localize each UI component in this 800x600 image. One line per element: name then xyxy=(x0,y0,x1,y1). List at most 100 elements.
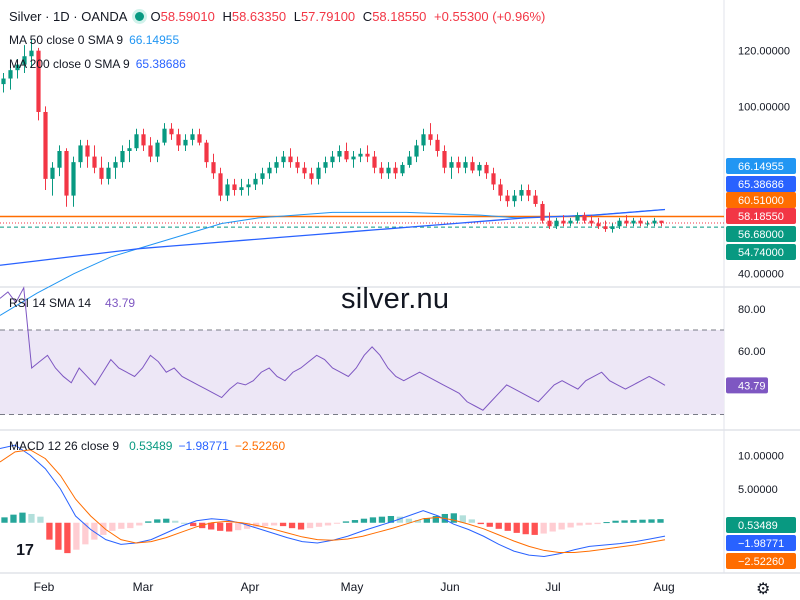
rsi-band xyxy=(0,330,724,415)
candle-body xyxy=(43,111,48,179)
market-status-icon[interactable] xyxy=(135,12,145,21)
price-value-label: 65.38686 xyxy=(738,179,784,191)
ma50-legend[interactable]: MA 50 close 0 SMA 9 66.14955 xyxy=(9,33,179,47)
candle-body xyxy=(295,162,300,168)
candle-body xyxy=(211,162,216,174)
candle-body xyxy=(498,184,503,196)
price-tick-label: 40.00000 xyxy=(738,269,784,281)
ma200-legend[interactable]: MA 200 close 0 SMA 9 65.38686 xyxy=(9,57,186,71)
candle-body xyxy=(281,156,286,163)
macd-value-label: −1.98771 xyxy=(738,538,784,550)
candle-body xyxy=(519,190,524,196)
macd-histogram-bar xyxy=(432,516,439,523)
candle-body xyxy=(64,151,69,196)
macd-histogram-bar xyxy=(297,522,305,530)
ma200-line xyxy=(0,208,666,266)
macd-histogram-bar xyxy=(55,522,62,550)
candle-body xyxy=(491,173,496,185)
ma50-value: 66.14955 xyxy=(129,33,180,47)
month-tick-label: Aug xyxy=(653,580,674,594)
candle-body xyxy=(428,134,433,140)
candle-body xyxy=(120,151,125,163)
macd-histogram-bar xyxy=(630,520,637,523)
macd-histogram-bar xyxy=(423,518,431,523)
candle-body xyxy=(365,153,370,157)
candle-body xyxy=(106,167,111,179)
month-tick-label: May xyxy=(341,580,364,594)
macd-histogram-bar xyxy=(261,522,269,527)
price-value-badge xyxy=(726,192,796,208)
macd-value-badge xyxy=(726,553,796,569)
macd-histogram-bar xyxy=(369,517,377,523)
macd-histogram-bar xyxy=(540,522,547,534)
macd-histogram-bar xyxy=(612,520,619,523)
macd-histogram-bar xyxy=(405,518,413,523)
symbol-title[interactable]: Silver · 1D · OANDA xyxy=(9,9,128,24)
macd-histogram-bar xyxy=(639,519,646,523)
candle-body xyxy=(456,162,461,168)
candle-body xyxy=(274,162,279,168)
ma200-label: MA 200 close 0 SMA 9 xyxy=(9,57,130,71)
month-tick-label: Mar xyxy=(133,580,154,594)
macd-histogram-bar xyxy=(567,522,574,528)
candle-body xyxy=(134,134,139,149)
close-label: C xyxy=(362,9,373,24)
macd-histogram-bar xyxy=(279,522,287,527)
macd-histogram-bar xyxy=(513,522,520,533)
candle-body xyxy=(659,220,664,223)
macd-value-3: −2.52260 xyxy=(234,439,286,453)
price-value-badge xyxy=(726,158,796,174)
rsi-tick-label: 60.00 xyxy=(738,346,766,358)
macd-histogram-bar xyxy=(109,522,116,531)
candle-body xyxy=(463,162,468,168)
macd-value-label: 0.53489 xyxy=(738,520,778,532)
candle-body xyxy=(603,226,608,230)
candle-body xyxy=(232,184,237,191)
candle-body xyxy=(568,220,573,224)
gear-icon[interactable]: ⚙ xyxy=(756,581,771,598)
symbol-header: Silver · 1D · OANDA O58.59010 H58.63350 L… xyxy=(9,9,549,24)
rsi-label: RSI 14 SMA 14 xyxy=(9,296,92,310)
price-value-label: 66.14955 xyxy=(738,161,784,173)
macd-histogram-bar xyxy=(10,514,17,523)
macd-histogram-bar xyxy=(252,522,260,527)
candle-body xyxy=(22,56,27,65)
macd-histogram-bar xyxy=(127,522,134,529)
macd-tick-label: 5.00000 xyxy=(738,484,778,496)
open-label: O xyxy=(150,9,161,24)
macd-histogram-bar xyxy=(657,519,664,523)
macd-histogram-bar xyxy=(576,522,583,526)
candle-body xyxy=(50,167,55,179)
candle-body xyxy=(204,142,209,163)
month-tick-label: Apr xyxy=(241,580,260,594)
rsi-value: 43.79 xyxy=(105,296,136,310)
candle-body xyxy=(554,220,559,227)
signal-line xyxy=(0,449,666,553)
rsi-legend[interactable]: RSI 14 SMA 14 43.79 xyxy=(9,296,135,310)
macd-histogram-bar xyxy=(19,512,26,523)
macd-tick-label: 10.00000 xyxy=(738,450,784,462)
logo-text: 17 xyxy=(16,542,34,559)
candle-body xyxy=(575,215,580,221)
macd-legend[interactable]: MACD 12 26 close 9 0.53489 −1.98771 −2.5226… xyxy=(9,439,285,453)
macd-value-badge xyxy=(726,517,796,533)
month-tick-label: Jul xyxy=(545,580,560,594)
macd-histogram-bar xyxy=(37,516,44,523)
price-tick-label: 100.00000 xyxy=(738,101,790,113)
candle-body xyxy=(638,220,643,224)
candle-body xyxy=(323,162,328,168)
high-value: 58.63350 xyxy=(231,9,287,24)
watermark-text: silver.nu xyxy=(341,283,450,315)
price-value-label: 60.51000 xyxy=(738,195,784,207)
macd-histogram-bar xyxy=(342,521,350,523)
candle-body xyxy=(512,195,517,202)
candle-body xyxy=(253,178,258,185)
candle-body xyxy=(393,167,398,174)
candle-body xyxy=(652,220,657,224)
macd-histogram-bar xyxy=(351,520,359,523)
tradingview-logo-icon[interactable]: 17 xyxy=(8,538,42,564)
candle-body xyxy=(225,184,230,196)
macd-histogram-bar xyxy=(378,516,386,523)
macd-histogram-bar xyxy=(531,522,538,535)
